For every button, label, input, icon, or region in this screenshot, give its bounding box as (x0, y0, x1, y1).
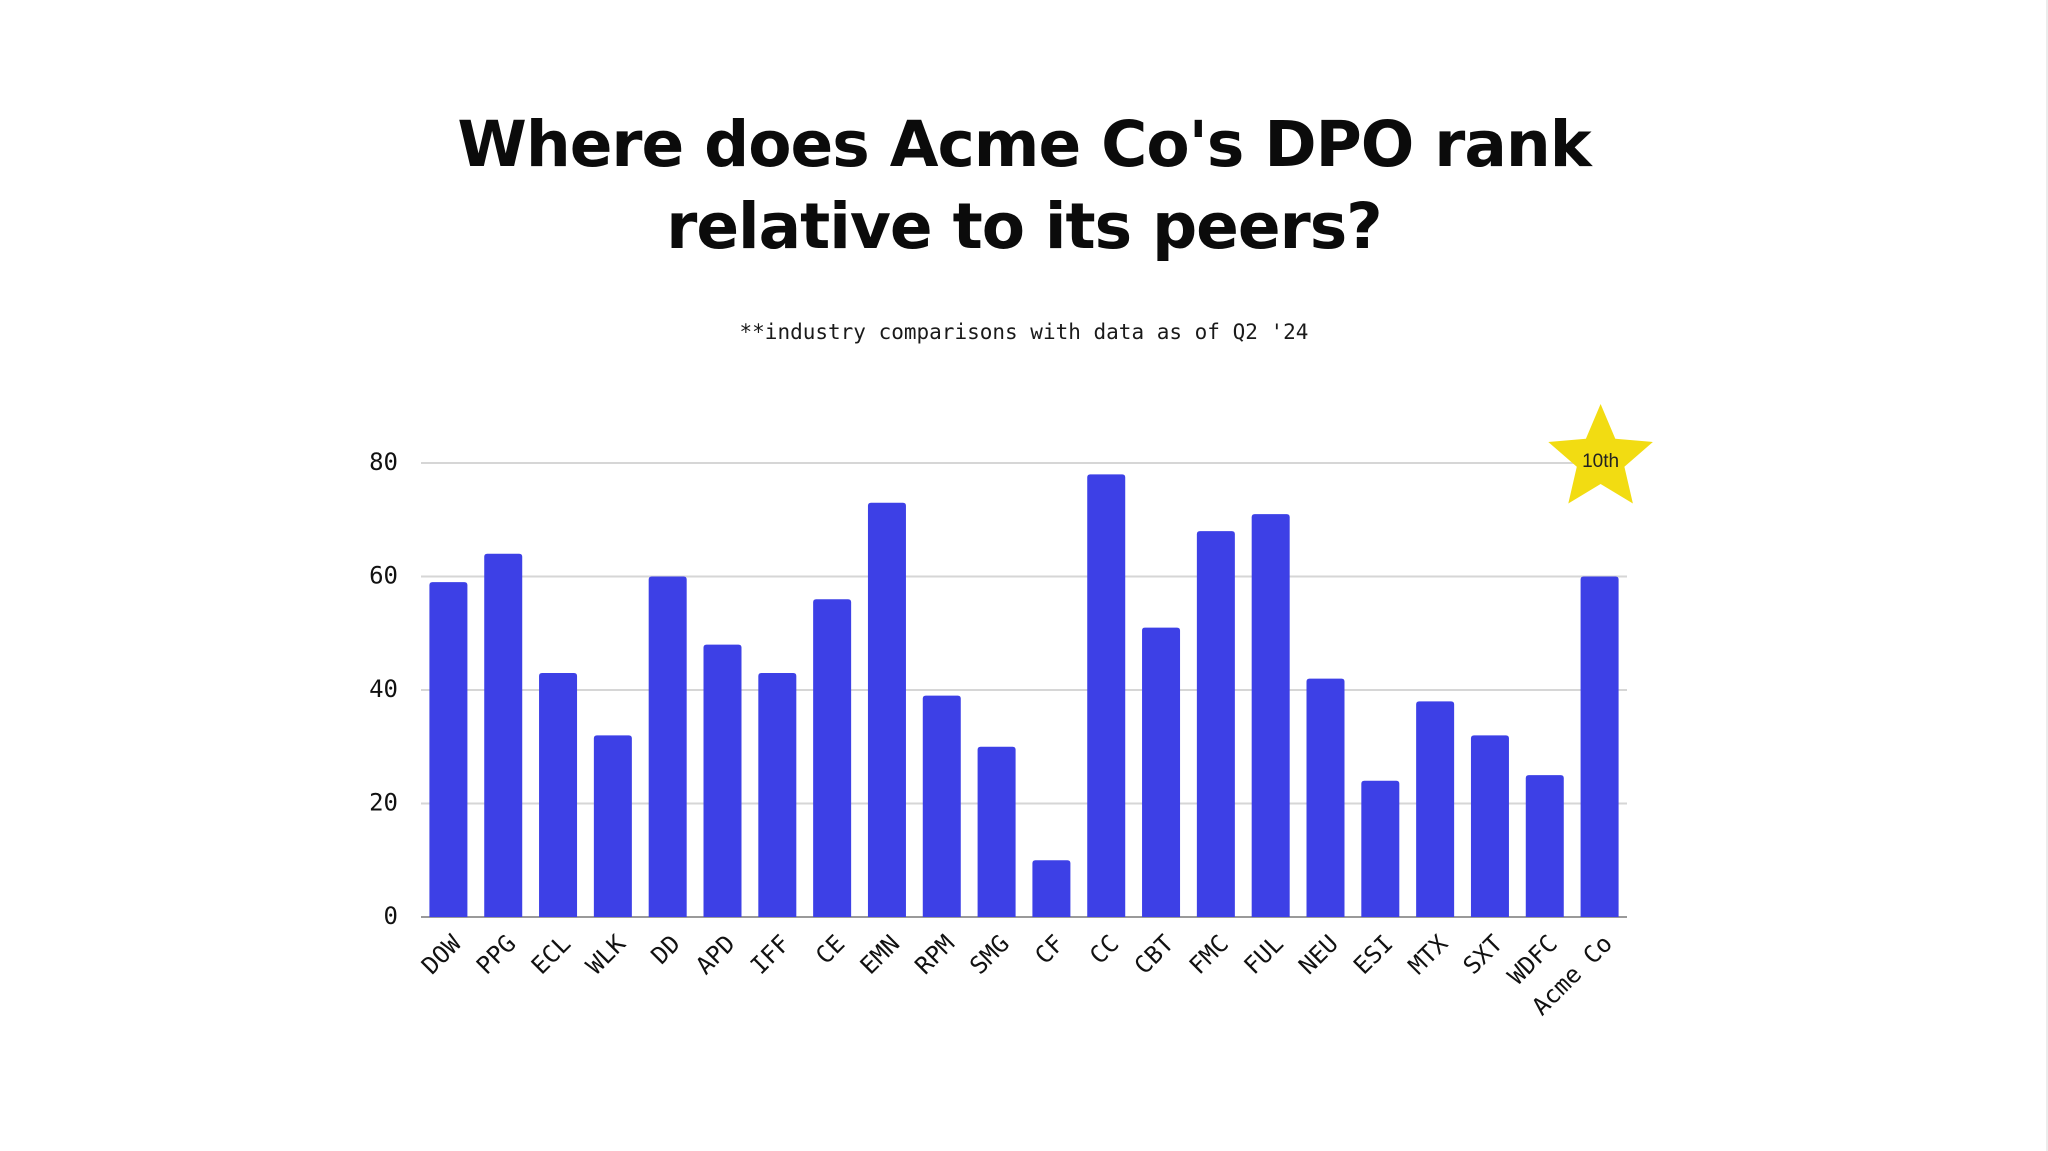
chart-subtitle: **industry comparisons with data as of Q… (739, 320, 1309, 344)
chart-title: Where does Acme Co's DPO rank relative t… (0, 104, 2048, 268)
y-tick-label: 20 (369, 789, 398, 817)
bar-cbt (1142, 627, 1181, 917)
x-tick-label: IFF (745, 929, 795, 979)
y-tick-label: 80 (369, 448, 398, 476)
bar-dow (429, 582, 468, 917)
bar-cf (1032, 860, 1071, 917)
bar-wlk (593, 735, 632, 917)
x-tick-label: CC (1084, 929, 1124, 969)
x-tick-label: SXT (1458, 929, 1508, 979)
x-tick-label: ESI (1348, 929, 1398, 979)
rank-badge-text: 10th (1582, 451, 1619, 472)
x-tick-label: MTX (1403, 929, 1454, 980)
x-tick-label: ECL (526, 929, 576, 979)
x-tick-label: CE (810, 929, 850, 969)
rank-badge: 10th (1548, 404, 1653, 504)
x-tick-label: EMN (855, 929, 905, 979)
x-tick-label: DOW (416, 929, 467, 980)
y-axis-ticks: 0 20 40 60 80 (369, 448, 398, 930)
x-tick-label: FUL (1238, 929, 1288, 979)
bars (429, 474, 1619, 917)
bar-sxt (1470, 735, 1509, 917)
bar-ful (1251, 514, 1290, 917)
x-tick-label: WLK (581, 929, 632, 980)
x-tick-label: FMC (1184, 929, 1234, 979)
x-tick-label: SMG (964, 929, 1014, 979)
x-tick-label: DD (646, 929, 686, 969)
page-edge (2046, 0, 2048, 1151)
bar-ppg (484, 553, 523, 917)
bar-mtx (1416, 701, 1455, 917)
x-tick-label: PPG (471, 929, 521, 979)
bar-iff (758, 672, 797, 917)
x-tick-label: CF (1029, 929, 1069, 969)
x-axis-labels: DOW PPG ECL WLK DD APD IFF CE EMN RPM SMG CF CC CBT FM… (416, 929, 1618, 1021)
bar-neu (1306, 678, 1345, 917)
bar-acme-co (1580, 576, 1619, 917)
bar-rpm (922, 695, 961, 917)
bar-smg (977, 746, 1016, 917)
x-tick-label: APD (690, 929, 740, 979)
bar-wdfc (1525, 775, 1564, 917)
bar-esi (1361, 780, 1400, 917)
bar-fmc (1196, 531, 1235, 917)
bar-dd (648, 576, 687, 917)
bar-ce (813, 599, 852, 917)
x-tick-label: NEU (1293, 929, 1343, 979)
y-tick-label: 0 (384, 902, 398, 930)
chart-title-line-1: Where does Acme Co's DPO rank (457, 108, 1591, 181)
chart-title-line-2: relative to its peers? (666, 190, 1382, 263)
y-tick-label: 40 (369, 675, 398, 703)
y-tick-label: 60 (369, 562, 398, 590)
bar-emn (867, 502, 906, 917)
star-icon (1548, 404, 1653, 504)
x-tick-label: RPM (910, 929, 960, 979)
bar-apd (703, 644, 742, 917)
bar-ecl (539, 672, 578, 917)
x-tick-label: CBT (1129, 929, 1179, 979)
bar-cc (1087, 474, 1126, 917)
